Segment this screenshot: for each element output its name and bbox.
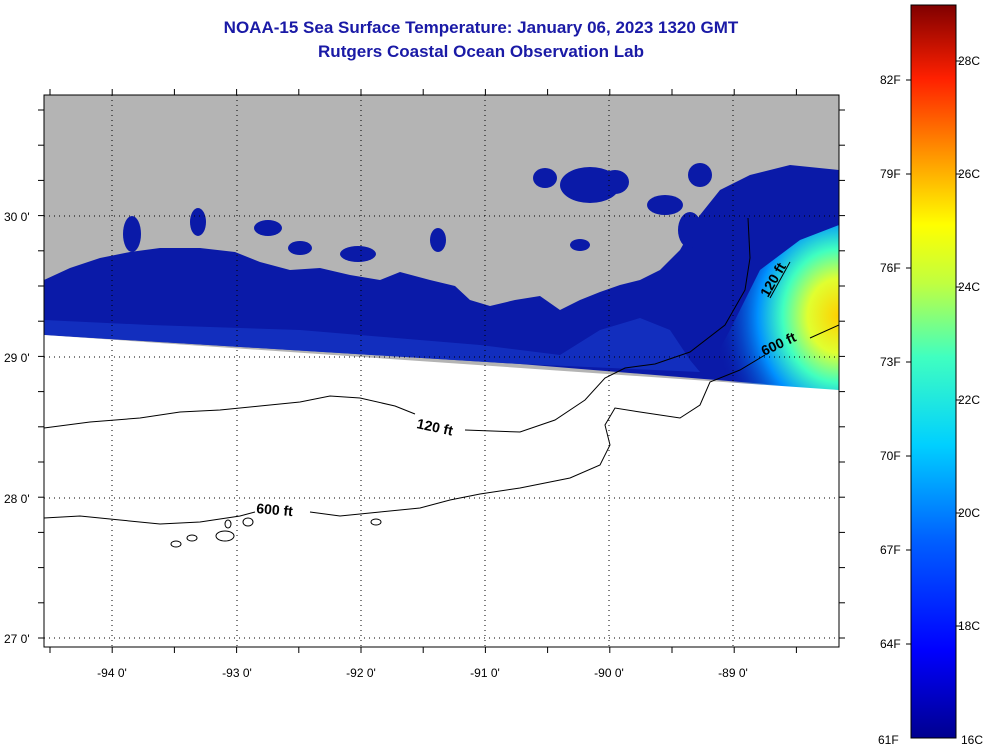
colorbar: [910, 4, 957, 739]
lon-label-93: -93 0': [222, 666, 252, 680]
contour-label-600-lower: 600 ft: [256, 500, 294, 519]
lon-label-90: -90 0': [594, 666, 624, 680]
inland-water: [123, 163, 712, 262]
lon-label-94: -94 0': [97, 666, 127, 680]
lon-label-89: -89 0': [718, 666, 748, 680]
cb-f-73: 73F: [880, 355, 901, 369]
axis-ticks: [38, 89, 845, 653]
cb-f-82: 82F: [880, 73, 901, 87]
cb-f-61: 61F: [878, 733, 899, 747]
cb-c-26: 26C: [958, 167, 980, 181]
lon-label-91: -91 0': [470, 666, 500, 680]
grid-lines: [44, 95, 839, 647]
map-frame: [43, 94, 840, 648]
sst-coastal-band: [44, 318, 700, 372]
cb-c-20: 20C: [958, 506, 980, 520]
cb-f-70: 70F: [880, 449, 901, 463]
cb-f-76: 76F: [880, 261, 901, 275]
colorbar-ticks: [906, 60, 961, 645]
lat-label-30: 30 0': [4, 210, 30, 224]
sst-warm-water: [700, 225, 839, 390]
lat-label-27: 27 0': [4, 632, 30, 646]
cb-f-79: 79F: [880, 167, 901, 181]
lat-label-29: 29 0': [4, 351, 30, 365]
lon-label-92: -92 0': [346, 666, 376, 680]
no-data-region: [44, 335, 839, 647]
cb-f-67: 67F: [880, 543, 901, 557]
map-subtitle: Rutgers Coastal Ocean Observation Lab: [318, 42, 644, 61]
cb-c-18: 18C: [958, 619, 980, 633]
cb-c-16: 16C: [961, 733, 983, 747]
lat-label-28: 28 0': [4, 492, 30, 506]
contour-label-120-lower: 120 ft: [415, 415, 454, 438]
map-title: NOAA-15 Sea Surface Temperature: January…: [223, 18, 739, 37]
cb-c-22: 22C: [958, 393, 980, 407]
contour-600ft: [44, 324, 839, 525]
cb-c-28: 28C: [958, 54, 980, 68]
cb-f-64: 64F: [880, 637, 901, 651]
contour-islands: [170, 517, 382, 548]
contour-120ft: [44, 217, 791, 433]
cb-c-24: 24C: [958, 280, 980, 294]
map-area: 120 ft 600 ft 120 ft 600 ft: [44, 95, 839, 647]
